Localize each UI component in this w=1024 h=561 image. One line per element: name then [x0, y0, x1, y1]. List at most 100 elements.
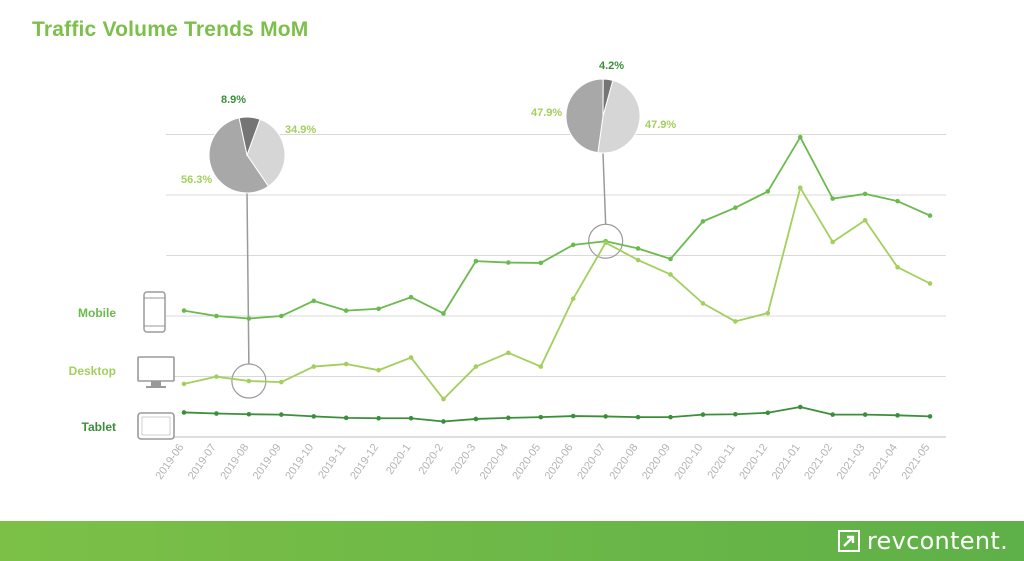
- data-point: [635, 257, 641, 263]
- data-point: [343, 361, 349, 367]
- data-point: [473, 416, 479, 422]
- x-tick-label: 2020-05: [510, 442, 543, 482]
- data-point: [668, 256, 673, 262]
- data-point: [700, 219, 706, 224]
- x-tick-label: 2021-02: [802, 442, 835, 482]
- data-point: [506, 260, 511, 265]
- highlight-circle: [588, 223, 624, 259]
- data-point: [570, 413, 576, 419]
- x-tick-label: 2019-12: [348, 442, 381, 482]
- callout-line: [246, 192, 250, 365]
- x-tick-label: 2021-04: [867, 442, 900, 482]
- brand-logo: revcontent.: [837, 527, 1008, 555]
- data-point: [603, 240, 608, 245]
- callout-line: [602, 152, 607, 225]
- series-lines: [181, 134, 933, 424]
- x-tick-label: 2020-11: [705, 442, 738, 481]
- data-point: [635, 246, 641, 251]
- data-point: [441, 419, 446, 424]
- data-point: [765, 310, 771, 316]
- data-point: [343, 308, 349, 313]
- data-point: [214, 313, 219, 319]
- data-point: [473, 364, 479, 369]
- data-point: [181, 308, 187, 313]
- x-tick-label: 2020-12: [737, 442, 770, 482]
- x-tick-label: 2020-06: [543, 442, 576, 482]
- data-point: [733, 205, 738, 210]
- legend-label: Tablet: [82, 420, 116, 434]
- pie-data-label: 4.2%: [599, 60, 624, 72]
- data-point: [797, 404, 803, 410]
- x-tick-label: 2019-11: [316, 442, 349, 481]
- data-point: [700, 301, 706, 306]
- data-point: [797, 185, 803, 191]
- pie-slice: [208, 117, 270, 194]
- data-point: [246, 316, 252, 321]
- pie-slice: [597, 79, 641, 154]
- data-point: [408, 415, 414, 421]
- data-point: [668, 414, 673, 420]
- data-point: [830, 412, 835, 417]
- x-tick-label: 2019-08: [218, 442, 251, 482]
- series-line: [183, 136, 931, 320]
- x-tick-label: 2020-10: [672, 442, 705, 482]
- data-point: [408, 355, 414, 360]
- series-mobile: [181, 134, 933, 321]
- x-tick-labels: 2019-06 2019-07 2019-08 2019-09 2019-10 2019-…: [153, 442, 932, 482]
- data-point: [765, 189, 771, 194]
- data-point: [927, 281, 933, 286]
- data-point: [603, 414, 608, 419]
- data-point: [538, 260, 544, 266]
- pie-slice: [238, 116, 261, 157]
- data-point: [246, 411, 252, 417]
- data-point: [214, 374, 219, 379]
- gridlines: [166, 134, 946, 438]
- series-line: [183, 406, 931, 423]
- data-point: [506, 415, 511, 421]
- data-point: [279, 379, 284, 385]
- data-point: [506, 350, 511, 356]
- x-tick-label: 2019-07: [186, 442, 219, 482]
- chart-title: Traffic Volume Trends MoM: [32, 18, 309, 41]
- x-tick-label: 2020-2: [416, 442, 445, 477]
- data-point: [441, 311, 446, 316]
- revcontent-logo-icon: [837, 530, 860, 552]
- pie-data-label: 56.3%: [181, 174, 212, 186]
- data-point: [311, 414, 317, 419]
- x-tick-label: 2020-3: [449, 442, 478, 477]
- data-point: [668, 272, 673, 277]
- data-point: [895, 198, 900, 204]
- x-tick-label: 2021-05: [899, 442, 932, 482]
- data-point: [538, 414, 544, 420]
- series-line: [183, 186, 931, 400]
- data-point: [927, 414, 933, 419]
- legend-label: Desktop: [69, 364, 116, 378]
- data-point: [343, 415, 349, 421]
- data-point: [765, 410, 771, 416]
- series-tablet: [181, 404, 933, 424]
- data-point: [441, 396, 446, 402]
- tablet-icon: [137, 412, 175, 440]
- pie-annotation: 47.9% 47.9% 4.2%: [531, 60, 676, 259]
- data-point: [311, 298, 317, 304]
- data-point: [376, 306, 381, 312]
- data-point: [181, 381, 187, 387]
- data-point: [246, 378, 252, 384]
- legend-label: Mobile: [78, 306, 116, 320]
- data-point: [927, 213, 933, 218]
- data-point: [181, 410, 187, 415]
- brand-name: revcontent.: [866, 527, 1008, 555]
- x-tick-label: 2020-08: [608, 442, 641, 482]
- data-point: [895, 413, 900, 418]
- x-tick-label: 2019-09: [251, 442, 284, 482]
- data-point: [570, 296, 576, 301]
- pie-annotation: 34.9% 56.3% 8.9%: [181, 94, 316, 399]
- data-point: [830, 196, 835, 201]
- pie-slice: [246, 118, 286, 188]
- x-tick-label: 2020-04: [478, 442, 511, 482]
- x-tick-label: 2020-09: [640, 442, 673, 482]
- data-point: [538, 364, 544, 369]
- data-point: [473, 258, 479, 264]
- data-point: [830, 239, 835, 245]
- x-tick-label: 2019-10: [283, 442, 316, 482]
